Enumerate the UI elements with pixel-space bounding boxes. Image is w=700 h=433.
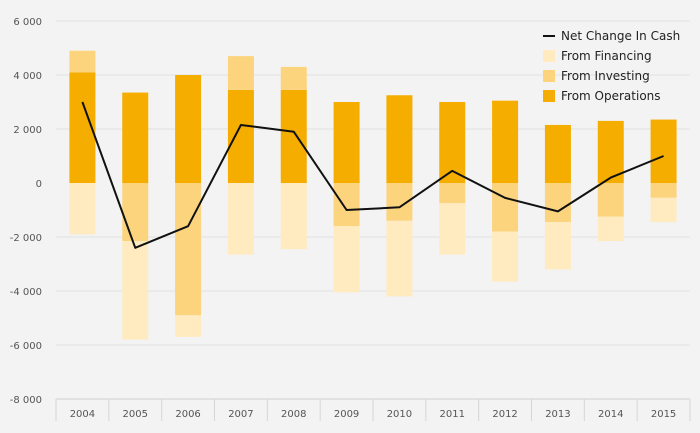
legend-label: From Financing (561, 49, 652, 63)
legend-swatch (543, 70, 555, 82)
x-tick-label: 2005 (123, 409, 148, 420)
bar-from-investing-2006 (175, 183, 202, 316)
legend-label: From Investing (561, 69, 650, 83)
legend: Net Change In Cash From Financing From Inv… (543, 29, 680, 103)
bar-from-investing-2004 (69, 50, 96, 73)
bar-from-operations-2007 (227, 89, 254, 183)
legend-swatch (543, 50, 555, 62)
bar-from-investing-2015 (650, 183, 677, 198)
bar-from-operations-2013 (544, 124, 571, 183)
x-tick-label: 2015 (651, 409, 676, 420)
bar-from-investing-2008 (280, 66, 307, 90)
bar-from-operations-2005 (122, 92, 149, 183)
bar-from-operations-2012 (492, 100, 519, 183)
y-tick-label: -2 000 (10, 233, 42, 244)
bar-from-financing-2004 (69, 183, 96, 235)
bar-from-financing-2012 (492, 231, 519, 282)
bar-from-investing-2007 (227, 56, 254, 90)
x-tick-label: 2008 (281, 409, 306, 420)
x-tick-label: 2006 (175, 409, 200, 420)
x-tick-label: 2007 (228, 409, 253, 420)
bar-from-financing-2005 (122, 241, 149, 340)
y-tick-label: 0 (36, 179, 42, 190)
y-tick-label: -4 000 (10, 287, 42, 298)
bar-from-financing-2013 (544, 222, 571, 270)
bar-from-financing-2007 (227, 183, 254, 255)
legend-label: From Operations (561, 89, 661, 103)
bar-from-financing-2011 (439, 203, 466, 255)
bar-from-investing-2014 (597, 183, 624, 217)
y-axis: 6 000 4 000 2 000 0 -2 000 -4 000 -6 000 -8 000 (10, 17, 42, 406)
x-tick-label: 2012 (492, 409, 517, 420)
x-tick-label: 2011 (440, 409, 465, 420)
bar-from-investing-2011 (439, 183, 466, 204)
bar-from-financing-2009 (333, 226, 360, 293)
bar-from-financing-2008 (280, 183, 307, 250)
legend-swatch (543, 90, 555, 102)
bar-from-operations-2014 (597, 120, 624, 183)
x-tick-label: 2010 (387, 409, 412, 420)
bar-series (69, 50, 677, 340)
bar-from-operations-2009 (333, 102, 360, 183)
bar-from-financing-2006 (175, 315, 202, 337)
x-tick-label: 2014 (598, 409, 623, 420)
y-tick-label: 4 000 (13, 71, 42, 82)
bar-from-financing-2010 (386, 220, 413, 297)
line-net-change-in-cash (81, 101, 664, 249)
bar-from-financing-2015 (650, 197, 677, 223)
bar-from-operations-2008 (280, 89, 307, 183)
bar-from-investing-2012 (492, 183, 519, 232)
bar-from-operations-2015 (650, 119, 677, 183)
bar-from-operations-2011 (439, 102, 466, 183)
x-tick-label: 2009 (334, 409, 359, 420)
bar-from-investing-2013 (544, 183, 571, 223)
x-axis: 2004 2005 2006 2007 2008 2009 2010 2011 2012 2013… (55, 398, 691, 421)
y-tick-label: -6 000 (10, 341, 42, 352)
bar-from-financing-2014 (597, 216, 624, 242)
bar-from-investing-2005 (122, 183, 149, 242)
y-tick-label: 2 000 (13, 125, 42, 136)
legend-label: Net Change In Cash (561, 29, 680, 43)
y-tick-label: -8 000 (10, 395, 42, 406)
y-tick-label: 6 000 (13, 17, 42, 28)
bar-from-investing-2009 (333, 183, 360, 227)
x-tick-label: 2004 (70, 409, 95, 420)
bar-from-operations-2010 (386, 95, 413, 183)
bar-from-operations-2006 (175, 75, 202, 183)
x-tick-label: 2013 (545, 409, 570, 420)
line-series (81, 101, 664, 249)
